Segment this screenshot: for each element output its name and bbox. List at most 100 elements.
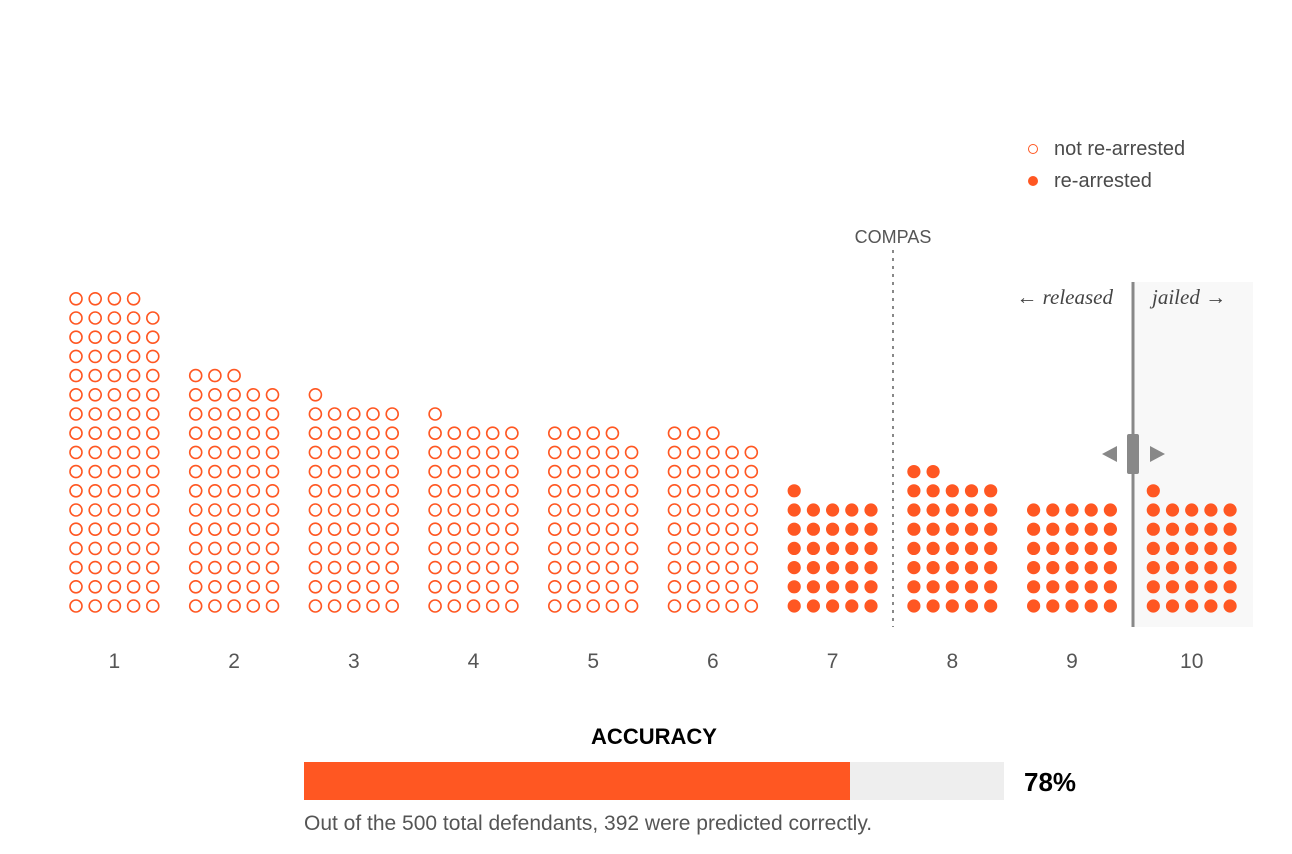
x-tick-label: 7 <box>827 650 839 673</box>
not-rearrested-dot <box>505 483 519 498</box>
rearrested-dot <box>1103 561 1117 575</box>
rearrested-dot <box>1185 522 1199 536</box>
not-rearrested-dot <box>107 368 122 383</box>
not-rearrested-dot <box>744 445 759 460</box>
not-rearrested-dot <box>547 503 562 517</box>
not-rearrested-dot <box>605 599 620 613</box>
not-rearrested-dot <box>667 541 682 556</box>
not-rearrested-dot <box>126 483 141 498</box>
not-rearrested-dot <box>88 560 102 575</box>
not-rearrested-dot <box>567 522 581 537</box>
not-rearrested-dot <box>146 522 160 537</box>
rearrested-dot <box>907 580 921 594</box>
rearrested-dot <box>1204 599 1218 613</box>
x-tick-label: 10 <box>1180 650 1203 673</box>
rearrested-dot <box>984 599 998 613</box>
not-rearrested-dot <box>188 387 203 402</box>
rearrested-dot <box>787 599 801 613</box>
not-rearrested-dot <box>308 503 323 517</box>
not-rearrested-dot <box>246 445 261 460</box>
not-rearrested-dot <box>725 464 739 479</box>
not-rearrested-dot <box>725 560 739 575</box>
not-rearrested-dot <box>69 579 83 594</box>
not-rearrested-dot <box>667 464 682 479</box>
rearrested-dot <box>787 541 801 556</box>
rearrested-dot <box>845 503 859 517</box>
not-rearrested-dot <box>246 560 261 575</box>
not-rearrested-dot <box>385 483 400 498</box>
not-rearrested-dot <box>208 541 222 556</box>
not-rearrested-dot <box>466 445 481 460</box>
not-rearrested-dot <box>605 522 620 537</box>
not-rearrested-dot <box>605 445 620 460</box>
not-rearrested-dot <box>428 426 442 441</box>
not-rearrested-dot <box>126 560 141 575</box>
not-rearrested-dot <box>447 503 462 517</box>
not-rearrested-dot <box>428 483 442 498</box>
not-rearrested-dot <box>605 426 620 441</box>
not-rearrested-dot <box>146 426 160 441</box>
not-rearrested-dot <box>485 579 500 594</box>
not-rearrested-dot <box>88 599 102 613</box>
not-rearrested-dot <box>744 579 759 594</box>
not-rearrested-dot <box>624 445 639 460</box>
not-rearrested-dot <box>188 407 203 421</box>
not-rearrested-dot <box>667 599 682 613</box>
not-rearrested-dot <box>605 579 620 594</box>
not-rearrested-dot <box>88 311 102 325</box>
not-rearrested-dot <box>686 445 701 460</box>
not-rearrested-dot <box>505 464 519 479</box>
not-rearrested-dot <box>725 483 739 498</box>
triangle-left-icon[interactable] <box>1102 446 1117 462</box>
not-rearrested-dot <box>547 579 562 594</box>
not-rearrested-dot <box>686 579 701 594</box>
rearrested-dot <box>926 465 940 479</box>
not-rearrested-dot <box>605 541 620 556</box>
not-rearrested-dot <box>265 522 280 537</box>
not-rearrested-dot <box>366 445 380 460</box>
not-rearrested-dot <box>485 483 500 498</box>
not-rearrested-dot <box>385 445 400 460</box>
not-rearrested-dot <box>188 541 203 556</box>
rearrested-dot <box>1146 522 1160 536</box>
accuracy-bar <box>304 762 1004 800</box>
rearrested-dot <box>907 465 921 479</box>
not-rearrested-dot <box>586 579 601 594</box>
not-rearrested-dot <box>505 579 519 594</box>
not-rearrested-dot <box>69 407 83 421</box>
not-rearrested-dot <box>208 522 222 537</box>
not-rearrested-dot <box>366 579 380 594</box>
not-rearrested-dot <box>327 483 342 498</box>
not-rearrested-dot <box>385 407 400 421</box>
rearrested-dot <box>1146 561 1160 575</box>
rearrested-dot <box>907 599 921 613</box>
not-rearrested-dot <box>366 483 380 498</box>
rearrested-dot <box>926 522 940 536</box>
rearrested-dot <box>907 561 921 575</box>
rearrested-dot <box>864 503 878 517</box>
legend-label: not re-arrested <box>1054 138 1186 160</box>
not-rearrested-dot <box>227 541 241 556</box>
rearrested-dot <box>945 484 959 498</box>
not-rearrested-dot <box>107 541 122 556</box>
not-rearrested-dot <box>146 599 160 613</box>
not-rearrested-dot <box>744 522 759 537</box>
not-rearrested-dot <box>744 541 759 556</box>
not-rearrested-dot <box>308 599 323 613</box>
not-rearrested-dot <box>126 311 141 325</box>
rearrested-dot <box>1204 522 1218 536</box>
not-rearrested-dot <box>346 426 361 441</box>
not-rearrested-dot <box>227 368 241 383</box>
triangle-right-icon[interactable] <box>1150 446 1165 462</box>
not-rearrested-dot <box>107 291 122 306</box>
not-rearrested-dot <box>265 387 280 402</box>
not-rearrested-dot <box>308 522 323 537</box>
not-rearrested-dot <box>107 330 122 345</box>
not-rearrested-dot <box>706 560 720 575</box>
rearrested-dot <box>845 561 859 575</box>
not-rearrested-dot <box>686 522 701 537</box>
not-rearrested-dot <box>227 407 241 421</box>
rearrested-dot <box>826 599 840 613</box>
rearrested-dot <box>1027 541 1041 556</box>
threshold-handle[interactable] <box>1127 434 1139 474</box>
